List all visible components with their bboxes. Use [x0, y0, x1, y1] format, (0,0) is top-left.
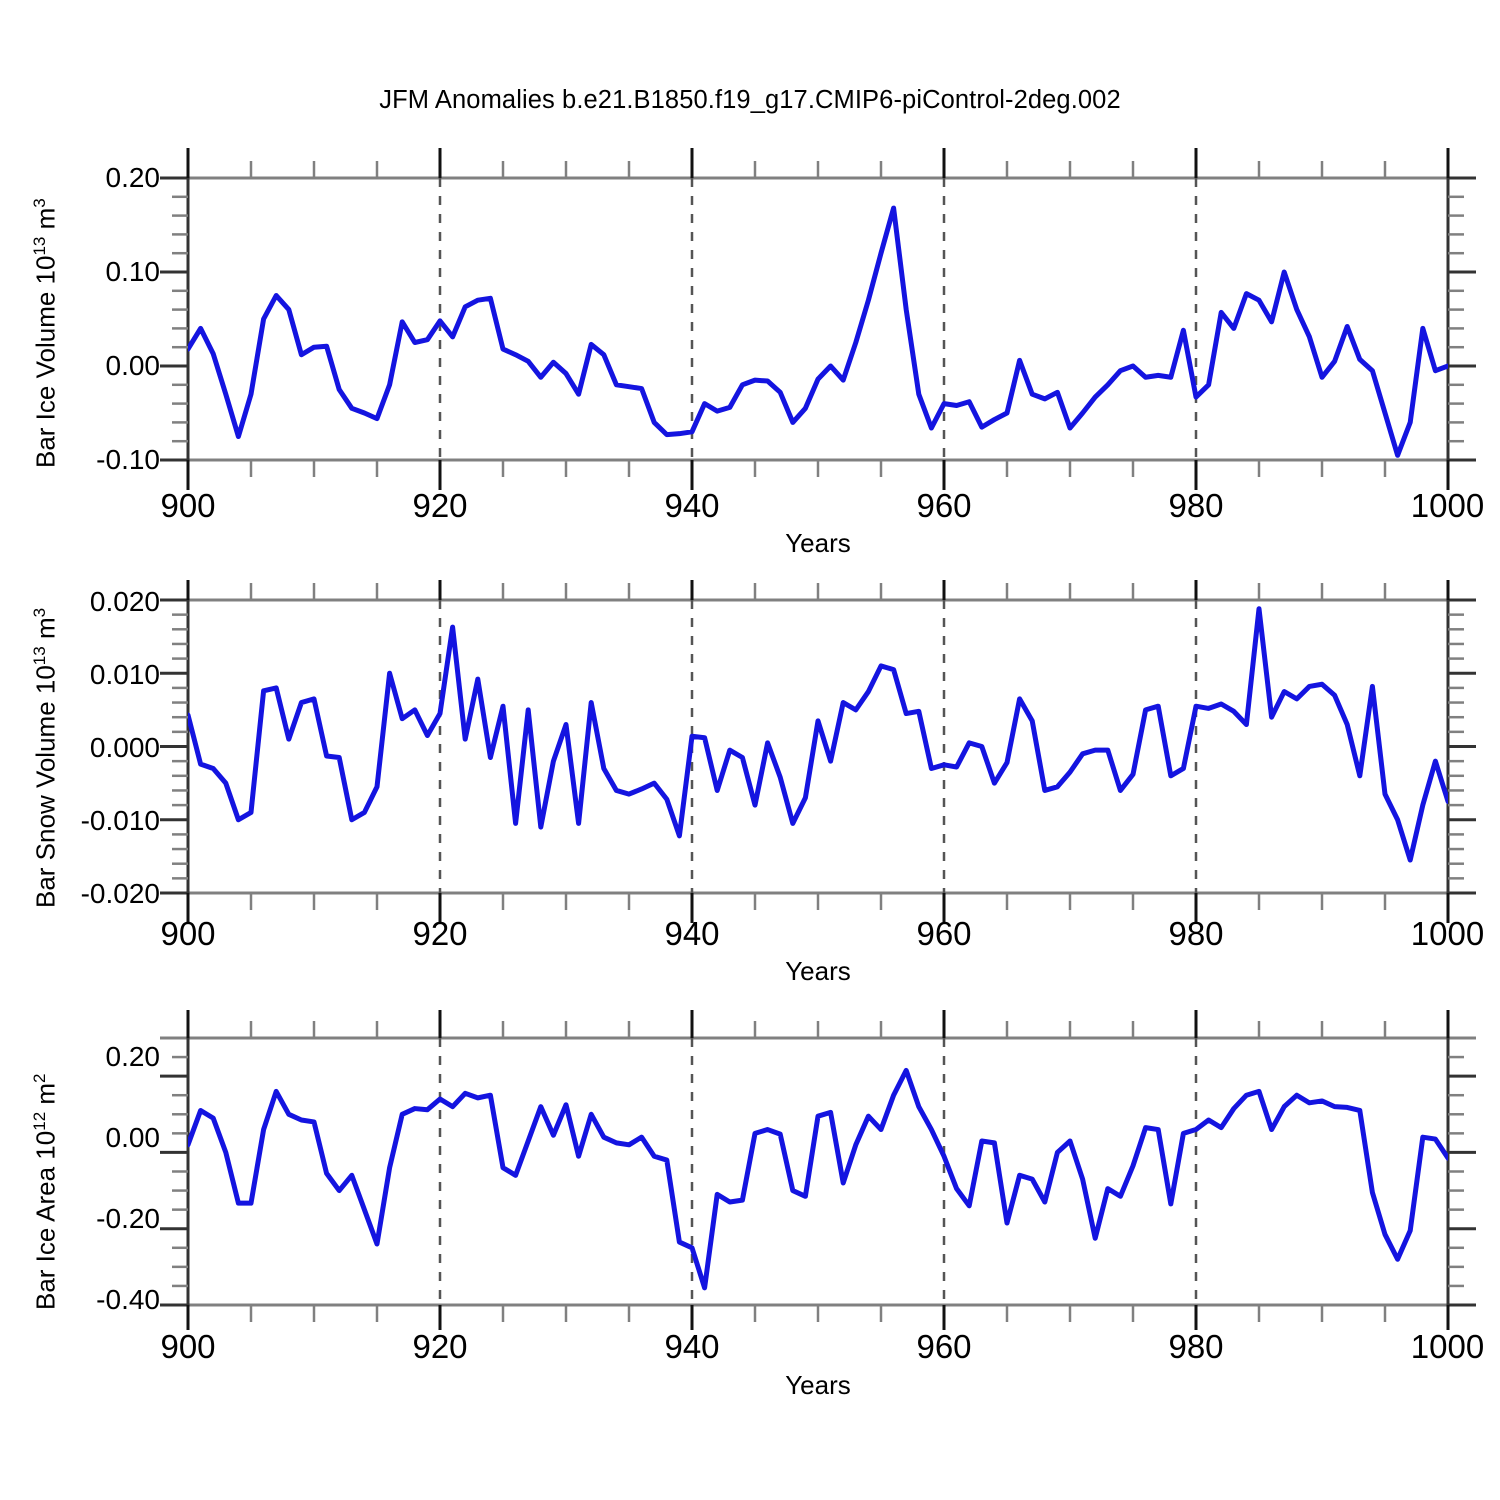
panel-2-xtick-3: 960 [916, 915, 972, 952]
panel-2-xtick-1: 920 [412, 915, 468, 952]
panel-2-x-axis-label: Years [785, 956, 851, 986]
panel-1-xtick-3: 960 [916, 487, 972, 524]
figure-title: JFM Anomalies b.e21.B1850.f19_g17.CMIP6-… [379, 86, 1121, 114]
panel-1-xtick-4: 980 [1168, 487, 1224, 524]
panel-1-xtick-5: 1000 [1410, 487, 1485, 524]
panel-3-ytick-2: -0.20 [96, 1203, 160, 1234]
panel-1-ytick-2: 0.00 [105, 350, 161, 381]
panel-1-x-axis-label: Years [785, 528, 851, 558]
panel-2-xtick-4: 980 [1168, 915, 1224, 952]
panel-2-ytick-1: 0.010 [89, 659, 160, 690]
panel-3-xtick-5: 1000 [1410, 1328, 1485, 1365]
panel-3-plot [160, 1010, 1476, 1330]
panel-1-xtick-1: 920 [412, 487, 468, 524]
panel-1-xtick-0: 900 [160, 487, 216, 524]
panel-1-xtick-2: 940 [664, 487, 720, 524]
panel-2-ytick-2: 0.000 [89, 732, 160, 763]
panel-1-ytick-0: 0.20 [105, 162, 161, 193]
panel-2-ytick-4: -0.020 [80, 878, 160, 909]
panel-3-ytick-1: 0.00 [105, 1122, 161, 1153]
panel-3-xtick-3: 960 [916, 1328, 972, 1365]
panel-2-xtick-2: 940 [664, 915, 720, 952]
panel-2-plot [160, 580, 1476, 923]
panel-1-ytick-1: 0.10 [105, 256, 161, 287]
panel-1-plot [160, 148, 1476, 490]
panel-3-xtick-4: 980 [1168, 1328, 1224, 1365]
panel-3-xtick-0: 900 [160, 1328, 216, 1365]
panel-3-x-axis-label: Years [785, 1370, 851, 1400]
panel-2-xtick-0: 900 [160, 915, 216, 952]
panel-3-xtick-1: 920 [412, 1328, 468, 1365]
panel-3-ytick-3: -0.40 [96, 1284, 160, 1315]
panel-3-ytick-0: 0.20 [105, 1041, 161, 1072]
panel-2-ytick-0: 0.020 [89, 586, 160, 617]
panel-2-ytick-3: -0.010 [80, 805, 160, 836]
panel-3-xtick-2: 940 [664, 1328, 720, 1365]
panel-1-ytick-3: -0.10 [96, 444, 160, 475]
panel-2-xtick-5: 1000 [1410, 915, 1485, 952]
